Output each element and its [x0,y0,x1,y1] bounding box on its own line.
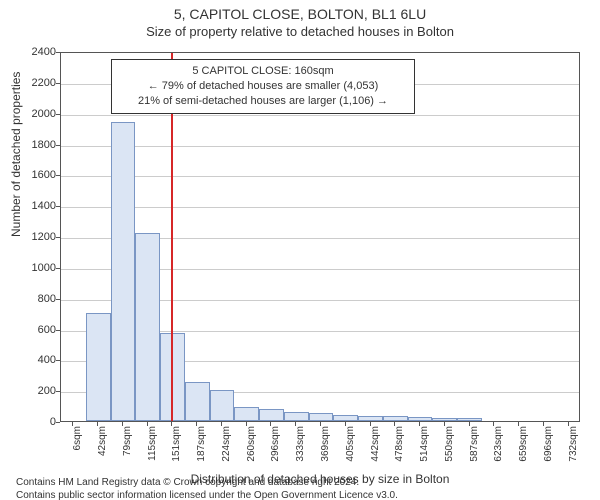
histogram-bar [457,418,482,421]
chart-title-line2: Size of property relative to detached ho… [0,24,600,39]
ytick-mark [56,114,60,115]
xtick-mark [122,422,123,426]
histogram-bar [111,122,136,421]
xtick-label: 115sqm [147,426,158,470]
ytick-label: 1800 [16,139,56,151]
ytick-label: 2000 [16,108,56,120]
ytick-mark [56,145,60,146]
xtick-label: 478sqm [394,426,405,470]
histogram-bar [432,418,457,421]
xtick-mark [270,422,271,426]
xtick-label: 224sqm [221,426,232,470]
xtick-label: 623sqm [493,426,504,470]
xtick-mark [196,422,197,426]
xtick-mark [72,422,73,426]
histogram-bar [210,390,235,421]
histogram-bar [358,416,383,421]
histogram-bar [135,233,160,421]
xtick-mark [518,422,519,426]
xtick-label: 587sqm [469,426,480,470]
info-box-title: 5 CAPITOL CLOSE: 160sqm [118,64,408,79]
xtick-mark [543,422,544,426]
histogram-bar [284,412,309,421]
xtick-label: 405sqm [345,426,356,470]
info-box-line3: 21% of semi-detached houses are larger (… [118,94,408,109]
ytick-label: 400 [16,354,56,366]
histogram-bar [333,415,358,421]
ytick-mark [56,52,60,53]
footer-line2: Contains public sector information licen… [16,489,398,500]
ytick-label: 800 [16,293,56,305]
info-box: 5 CAPITOL CLOSE: 160sqm ← 79% of detache… [111,59,415,114]
xtick-label: 79sqm [122,426,133,470]
ytick-label: 2200 [16,77,56,89]
xtick-mark [345,422,346,426]
plot-area: 5 CAPITOL CLOSE: 160sqm ← 79% of detache… [60,52,580,422]
ytick-mark [56,299,60,300]
ytick-label: 200 [16,385,56,397]
ytick-label: 0 [16,416,56,428]
xtick-label: 333sqm [295,426,306,470]
ytick-mark [56,206,60,207]
xtick-mark [171,422,172,426]
ytick-label: 1000 [16,262,56,274]
ytick-mark [56,237,60,238]
histogram-bar [185,382,210,421]
xtick-label: 260sqm [246,426,257,470]
xtick-mark [419,422,420,426]
ytick-mark [56,360,60,361]
footer-line1: Contains HM Land Registry data © Crown c… [16,476,398,489]
xtick-mark [370,422,371,426]
histogram-bar [86,313,111,421]
ytick-label: 1600 [16,169,56,181]
chart-container: 5, CAPITOL CLOSE, BOLTON, BL1 6LU Size o… [0,6,600,500]
ytick-mark [56,268,60,269]
xtick-label: 296sqm [270,426,281,470]
xtick-label: 187sqm [196,426,207,470]
ytick-mark [56,422,60,423]
ytick-mark [56,330,60,331]
xtick-mark [444,422,445,426]
plot-wrap: Number of detached properties 5 CAPITOL … [60,52,580,422]
histogram-bar [408,417,433,421]
xtick-mark [295,422,296,426]
xtick-mark [246,422,247,426]
xtick-mark [469,422,470,426]
y-axis-label: Number of detached properties [9,72,23,237]
xtick-label: 151sqm [171,426,182,470]
ytick-label: 1200 [16,231,56,243]
ytick-label: 2400 [16,46,56,58]
histogram-bar [234,407,259,421]
xtick-mark [97,422,98,426]
xtick-mark [568,422,569,426]
ytick-label: 600 [16,324,56,336]
xtick-label: 732sqm [568,426,579,470]
xtick-mark [221,422,222,426]
ytick-mark [56,175,60,176]
xtick-mark [394,422,395,426]
histogram-bar [259,409,284,421]
footer-attribution: Contains HM Land Registry data © Crown c… [16,476,398,500]
ytick-mark [56,391,60,392]
ytick-label: 1400 [16,200,56,212]
xtick-label: 550sqm [444,426,455,470]
xtick-label: 442sqm [370,426,381,470]
chart-title-line1: 5, CAPITOL CLOSE, BOLTON, BL1 6LU [0,6,600,22]
info-box-line2: ← 79% of detached houses are smaller (4,… [118,79,408,94]
xtick-mark [320,422,321,426]
xtick-label: 6sqm [72,426,83,470]
xtick-label: 696sqm [543,426,554,470]
xtick-label: 514sqm [419,426,430,470]
xtick-mark [493,422,494,426]
histogram-bar [383,416,408,421]
xtick-mark [147,422,148,426]
histogram-bar [309,413,334,421]
xtick-label: 659sqm [518,426,529,470]
xtick-label: 42sqm [97,426,108,470]
ytick-mark [56,83,60,84]
xtick-label: 369sqm [320,426,331,470]
